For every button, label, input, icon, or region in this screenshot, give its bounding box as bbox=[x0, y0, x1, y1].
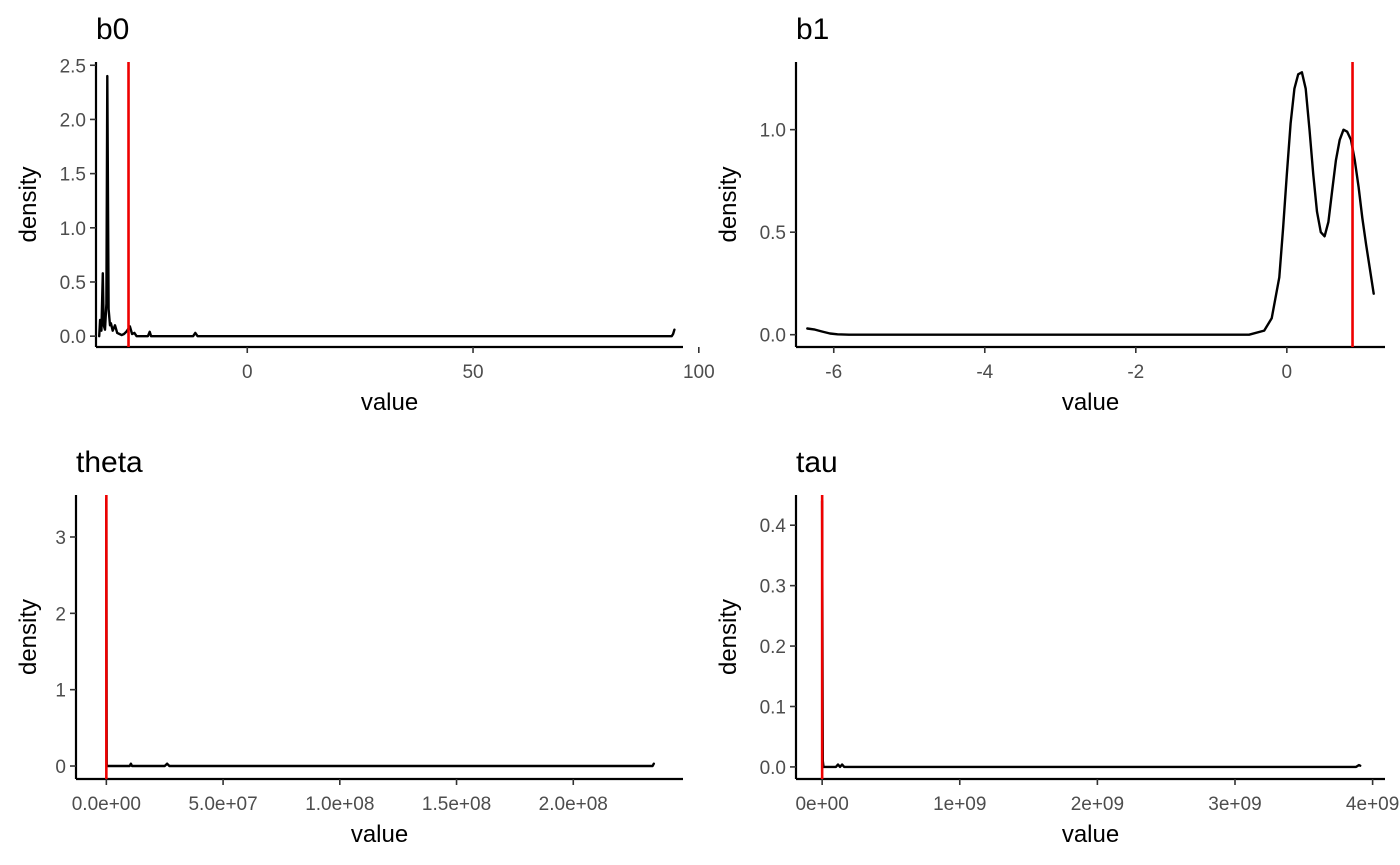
y-tick-label: 2.5 bbox=[60, 56, 86, 77]
x-tick-label: 1e+09 bbox=[933, 794, 986, 815]
x-tick-label: 0e+00 bbox=[795, 794, 848, 815]
x-tick-label: 1.0e+08 bbox=[305, 794, 374, 815]
y-tick-label: 0.3 bbox=[760, 577, 786, 598]
x-tick-label: 5.0e+07 bbox=[188, 794, 257, 815]
y-axis-title: density bbox=[15, 599, 42, 675]
y-tick-label: 0.0 bbox=[760, 326, 786, 347]
y-tick-label: 3 bbox=[55, 528, 66, 549]
density-line bbox=[97, 74, 676, 338]
y-tick-label: 0.0 bbox=[60, 327, 86, 348]
y-tick-label: 0.4 bbox=[760, 516, 787, 537]
x-tick-label: 0 bbox=[1282, 362, 1293, 383]
x-tick-label: -4 bbox=[976, 362, 993, 383]
panel-theta: theta 0 1 2 3 0.0e+00 5.0e+07 1.0e+08 1.5e+08 2.0… bbox=[15, 446, 683, 848]
x-tick-label: 3e+09 bbox=[1208, 794, 1261, 815]
x-axis-title: value bbox=[1062, 389, 1119, 416]
y-tick-label: 2.0 bbox=[60, 110, 86, 131]
y-tick-label: 1.0 bbox=[760, 121, 786, 142]
x-axis-title: value bbox=[1062, 821, 1119, 848]
x-tick-label: 4e+09 bbox=[1346, 794, 1399, 815]
x-axis-title: value bbox=[361, 389, 418, 416]
y-tick-label: 0.5 bbox=[60, 273, 86, 294]
x-tick-label: -6 bbox=[825, 362, 842, 383]
density-line bbox=[806, 71, 1375, 336]
y-tick-label: 1.0 bbox=[60, 219, 86, 240]
panel-b1: b1 0.0 0.5 1.0 -6 -4 -2 0 value density bbox=[715, 13, 1385, 416]
panel-title: b1 bbox=[796, 13, 829, 46]
y-tick-label: 0.2 bbox=[760, 637, 786, 658]
x-tick-label: 1.5e+08 bbox=[422, 794, 491, 815]
y-axis-title: density bbox=[15, 166, 42, 242]
panel-tau: tau 0.0 0.1 0.2 0.3 0.4 0e+00 1e+09 2e+09 3e+09 4e… bbox=[715, 446, 1399, 848]
x-tick-label: 0.0e+00 bbox=[72, 794, 141, 815]
x-tick-label: 0 bbox=[242, 362, 253, 383]
panel-title: b0 bbox=[96, 13, 129, 46]
y-tick-label: 2 bbox=[55, 604, 66, 625]
x-axis-title: value bbox=[351, 821, 408, 848]
panel-title: theta bbox=[76, 446, 143, 479]
y-tick-label: 1.5 bbox=[60, 165, 86, 186]
y-tick-label: 0.5 bbox=[760, 223, 786, 244]
x-tick-label: 2.0e+08 bbox=[539, 794, 608, 815]
density-line bbox=[820, 499, 1362, 769]
y-axis-title: density bbox=[715, 599, 742, 675]
x-tick-label: 2e+09 bbox=[1071, 794, 1124, 815]
y-tick-label: 0 bbox=[55, 757, 66, 778]
y-tick-label: 1 bbox=[55, 681, 66, 702]
x-tick-label: 100 bbox=[683, 362, 715, 383]
y-axis-title: density bbox=[715, 166, 742, 242]
panel-title: tau bbox=[796, 446, 838, 479]
x-tick-label: 50 bbox=[462, 362, 483, 383]
x-tick-label: -2 bbox=[1127, 362, 1144, 383]
y-tick-label: 0.1 bbox=[760, 697, 786, 718]
panel-b0: b0 0.0 0.5 1.0 1.5 2.0 2.5 0 50 100 value density bbox=[15, 13, 715, 416]
y-tick-label: 0.0 bbox=[760, 758, 786, 779]
density-line bbox=[105, 497, 655, 768]
